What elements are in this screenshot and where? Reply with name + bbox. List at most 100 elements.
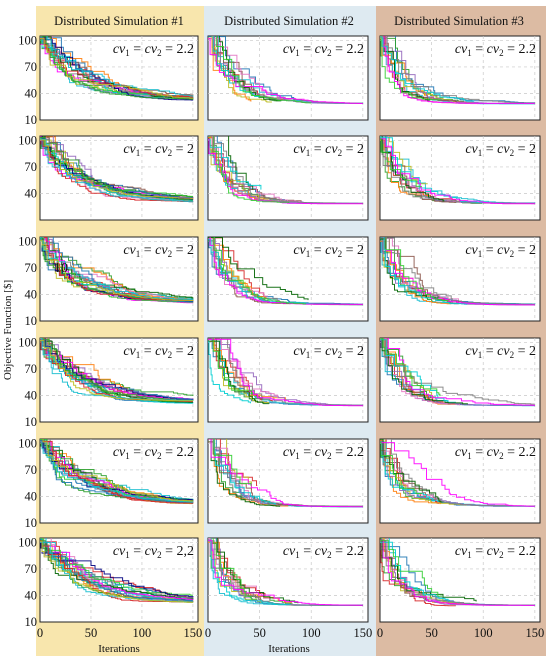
panel-annotation: cv1 = cv2 = 2.2 [283,445,364,461]
series-line [208,439,281,507]
y-tick-label: 100 [18,133,37,147]
series-line [42,338,194,401]
series-line [380,541,456,607]
series-line [208,139,262,190]
series-line [380,138,422,187]
panel-r2c2: cv1 = cv2 = 2 [207,135,369,221]
series-line [380,338,441,397]
panel-r1c3: cv1 = cv2 = 2.2 [379,35,541,121]
panel-r3c3: cv1 = cv2 = 2 [379,236,541,322]
series-line [40,340,194,402]
series-line [40,137,193,197]
series-line [40,440,194,504]
panel-annotation: cv1 = cv2 = 2.2 [455,445,536,461]
series-line [380,442,423,494]
panel-r6c3: cv1 = cv2 = 2.2 0 50 100 150 [377,537,544,640]
y-tick-label: 40 [25,588,38,602]
column-title-1: Distributed Simulation #1 [54,14,184,28]
panel-r4c2: cv1 = cv2 = 2 [207,337,369,423]
y-tick-label: 100 [18,234,37,248]
y-tick-label: 40 [25,186,38,200]
series-group [208,136,364,205]
series-line [208,341,251,404]
series-line [385,237,449,302]
series-group [380,439,536,507]
series-line [208,237,363,305]
series-group [380,136,536,205]
series-line [215,36,312,104]
y-tick-label: 100 [18,33,37,47]
series-line [208,540,291,605]
series-group [40,338,194,404]
panel-annotation: cv1 = cv2 = 2 [293,142,364,158]
series-line [40,440,193,504]
series-line [40,137,193,201]
series-group [380,36,536,105]
series-line [40,539,193,601]
series-group [40,237,194,304]
y-tick-label: 70 [25,60,38,74]
x-tick-label: 100 [474,626,493,640]
series-line [380,339,449,402]
series-line [208,38,363,104]
series-line [211,36,272,103]
plot-area [379,438,541,524]
series-line [213,237,307,305]
inline-note-label: 10 [54,261,68,276]
series-group [40,36,194,101]
panel-r2c3: cv1 = cv2 = 2 [379,135,541,221]
panel-r4c1: 100 70 40 10 cv1 = cv2 = 2 [18,335,199,429]
series-line [383,237,468,305]
plot-area [207,236,369,322]
series-line [43,237,194,301]
series-line [380,39,442,101]
panel-r1c2: cv1 = cv2 = 2.2 [207,35,369,121]
series-line [40,539,194,598]
panel-annotation: cv1 = cv2 = 2.2 [283,544,364,560]
panel-annotation: cv1 = cv2 = 2 [293,344,364,360]
plot-area [207,135,369,221]
column-title-2: Distributed Simulation #2 [224,14,354,28]
panel-annotation: cv1 = cv2 = 2 [465,344,536,360]
series-line [40,239,194,301]
panel-annotation: cv1 = cv2 = 2 [123,344,194,360]
panel-annotation: cv1 = cv2 = 2.2 [113,445,194,461]
series-group [208,237,363,306]
plot-area [379,236,541,322]
y-tick-label: 70 [25,562,38,576]
series-line [380,36,536,104]
series-line [381,136,445,202]
series-line [381,338,468,405]
y-tick-label: 10 [25,415,38,429]
series-line [44,36,194,101]
series-group [40,136,194,203]
series-line [380,442,535,507]
series-line [380,539,443,597]
series-line [42,439,193,502]
panel-r5c3: cv1 = cv2 = 2.2 [379,438,541,524]
series-group [40,439,194,505]
panel-annotation: cv1 = cv2 = 2 [465,243,536,259]
panel-r2c1: 100 70 40 cv1 = cv2 = 2 [18,133,199,221]
series-line [40,540,194,603]
series-line [212,338,253,395]
y-tick-label: 40 [25,489,38,503]
panel-r3c2: cv1 = cv2 = 2 [207,236,369,322]
series-line [380,540,428,601]
panel-r6c1: 100 70 40 10 cv1 = cv2 = 2,2 0 50 100 150 [18,535,202,640]
y-tick-label: 40 [25,388,38,402]
series-line [212,136,290,203]
x-tick-label: 150 [525,626,544,640]
series-line [40,541,194,601]
series-group [208,538,363,606]
series-line [380,439,443,503]
x-tick-label: 100 [133,626,152,640]
series-line [380,338,460,406]
y-tick-label: 10 [25,615,38,629]
panel-annotation: cv1 = cv2 = 2 [123,243,194,259]
x-tick-label: 0 [37,626,43,640]
series-line [385,237,535,306]
panel-r5c1: 100 70 40 10 cv1 = cv2 = 2.2 [18,436,199,530]
